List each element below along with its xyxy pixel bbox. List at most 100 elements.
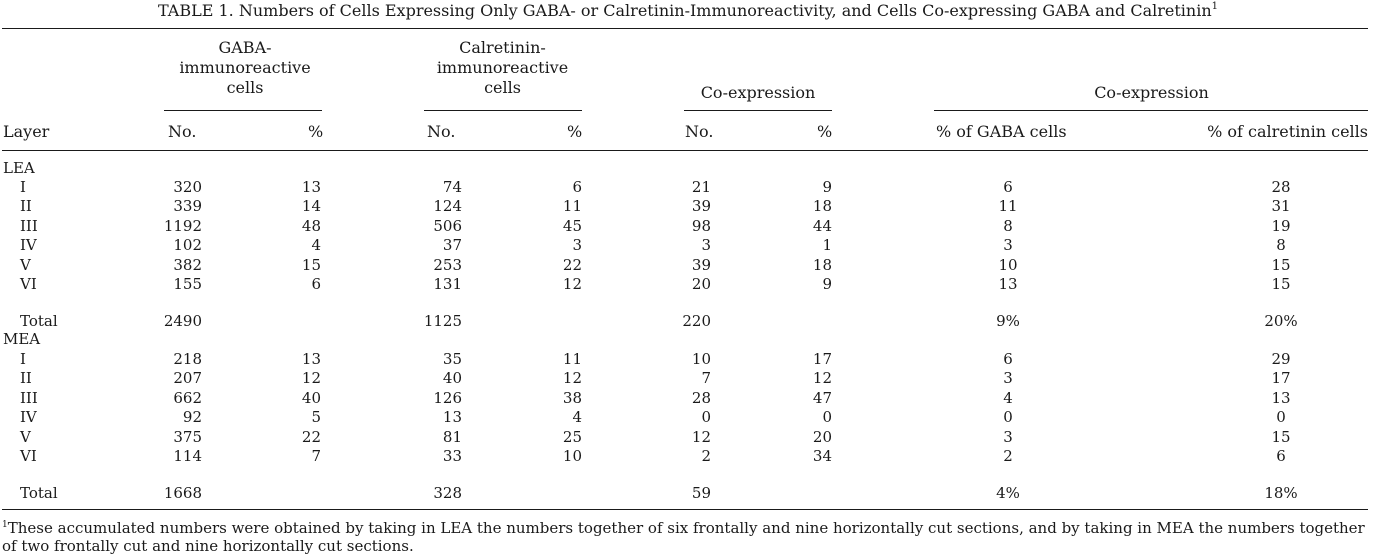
cell-co-no: 20	[691, 275, 711, 293]
header-bottom-rule	[2, 150, 1368, 151]
cell-co-no: 2	[701, 447, 711, 465]
header-group-coexpression: Co-expression	[675, 83, 841, 103]
cell-calr-pct: 11	[562, 197, 582, 215]
total-cell-gaba-no: 1668	[163, 484, 202, 502]
cell-co-pct: 44	[812, 217, 832, 235]
cell-calr-pct: 25	[562, 428, 582, 446]
cell-calr-no: 253	[433, 256, 462, 274]
cell-co-no: 7	[701, 369, 711, 387]
cell-calr-pct: 22	[562, 256, 582, 274]
footnote-text: These accumulated numbers were obtained …	[2, 519, 1365, 555]
table-footnote: 1These accumulated numbers were obtained…	[2, 519, 1374, 555]
cell-co-gaba: 2	[1003, 447, 1013, 465]
table-caption: TABLE 1. Numbers of Cells Expressing Onl…	[0, 1, 1376, 21]
cell-co-gaba: 3	[1003, 428, 1013, 446]
cell-co-no: 98	[691, 217, 711, 235]
column-header-calretinin-pct: %	[567, 122, 583, 141]
cell-co-pct: 47	[812, 389, 832, 407]
footnote-mark: 1	[2, 520, 8, 530]
row-layer-label: II	[20, 369, 32, 387]
cell-co-calr: 15	[1271, 256, 1291, 274]
cell-gaba-pct: 6	[311, 275, 321, 293]
cell-co-calr: 15	[1271, 428, 1291, 446]
cell-calr-pct: 12	[562, 369, 582, 387]
cell-gaba-no: 320	[173, 178, 202, 196]
header-coexpression-label: Co-expression	[700, 83, 816, 102]
cell-gaba-no: 339	[173, 197, 202, 215]
cell-co-gaba: 13	[998, 275, 1018, 293]
cell-gaba-pct: 5	[311, 408, 321, 426]
cell-gaba-no: 1192	[163, 217, 202, 235]
cell-calr-no: 37	[442, 236, 462, 254]
cell-co-pct: 18	[812, 197, 832, 215]
cell-calr-pct: 6	[572, 178, 582, 196]
row-layer-label: V	[20, 428, 31, 446]
header-gaba-line2: immunoreactive	[179, 58, 311, 77]
cell-co-no: 21	[691, 178, 711, 196]
header-gaba-line3: cells	[226, 78, 264, 97]
cell-calr-pct: 3	[572, 236, 582, 254]
cell-co-no: 3	[701, 236, 711, 254]
coexpression-pct-group-rule	[934, 110, 1368, 111]
cell-gaba-no: 382	[173, 256, 202, 274]
column-header-coexpression-pct: %	[817, 122, 833, 141]
cell-co-calr: 28	[1271, 178, 1291, 196]
cell-co-pct: 20	[812, 428, 832, 446]
column-header-calretinin-no: No.	[427, 122, 456, 141]
cell-calr-no: 131	[433, 275, 462, 293]
row-layer-label: III	[20, 389, 38, 407]
header-group-calretinin: Calretinin- immunoreactive cells	[410, 38, 595, 98]
cell-co-calr: 29	[1271, 350, 1291, 368]
cell-gaba-no: 92	[182, 408, 202, 426]
total-cell-co-calr: 20%	[1264, 312, 1298, 330]
cell-co-gaba: 0	[1003, 408, 1013, 426]
cell-co-gaba: 3	[1003, 369, 1013, 387]
cell-co-pct: 0	[822, 408, 832, 426]
header-gaba-line1: GABA-	[218, 38, 272, 57]
header-calretinin-line3: cells	[484, 78, 521, 97]
gaba-group-rule	[164, 110, 322, 111]
cell-co-calr: 13	[1271, 389, 1291, 407]
row-layer-label: III	[20, 217, 38, 235]
cell-gaba-pct: 7	[311, 447, 321, 465]
cell-co-no: 39	[691, 197, 711, 215]
cell-co-pct: 34	[812, 447, 832, 465]
cell-gaba-pct: 14	[301, 197, 321, 215]
cell-co-no: 0	[701, 408, 711, 426]
total-cell-calr-no: 328	[433, 484, 462, 502]
header-group-gaba: GABA- immunoreactive cells	[155, 38, 335, 98]
cell-gaba-pct: 15	[301, 256, 321, 274]
row-layer-label: VI	[20, 275, 37, 293]
cell-co-calr: 19	[1271, 217, 1291, 235]
column-header-pct-of-calretinin: % of calretinin cells	[1207, 122, 1368, 141]
cell-co-gaba: 3	[1003, 236, 1013, 254]
cell-calr-no: 13	[442, 408, 462, 426]
cell-gaba-pct: 40	[301, 389, 321, 407]
cell-co-calr: 17	[1271, 369, 1291, 387]
cell-calr-no: 74	[442, 178, 462, 196]
cell-gaba-pct: 13	[301, 350, 321, 368]
column-header-pct-of-gaba: % of GABA cells	[936, 122, 1067, 141]
cell-gaba-no: 375	[173, 428, 202, 446]
cell-calr-pct: 11	[562, 350, 582, 368]
cell-co-pct: 9	[822, 275, 832, 293]
cell-calr-pct: 10	[562, 447, 582, 465]
total-row-label: Total	[20, 484, 58, 502]
cell-gaba-no: 114	[173, 447, 202, 465]
total-cell-co-no: 59	[691, 484, 711, 502]
row-layer-label: VI	[20, 447, 37, 465]
section-label-lea: LEA	[3, 159, 35, 177]
total-cell-co-gaba: 9%	[996, 312, 1020, 330]
cell-calr-pct: 12	[562, 275, 582, 293]
cell-calr-pct: 4	[572, 408, 582, 426]
table-top-rule	[2, 28, 1368, 29]
cell-gaba-no: 155	[173, 275, 202, 293]
caption-footnote-mark: 1	[1211, 1, 1218, 12]
cell-gaba-pct: 12	[301, 369, 321, 387]
total-cell-co-calr: 18%	[1264, 484, 1298, 502]
coexpression-group-rule	[684, 110, 832, 111]
cell-gaba-pct: 22	[301, 428, 321, 446]
cell-calr-no: 126	[433, 389, 462, 407]
table-bottom-rule	[2, 509, 1368, 510]
cell-co-pct: 12	[812, 369, 832, 387]
